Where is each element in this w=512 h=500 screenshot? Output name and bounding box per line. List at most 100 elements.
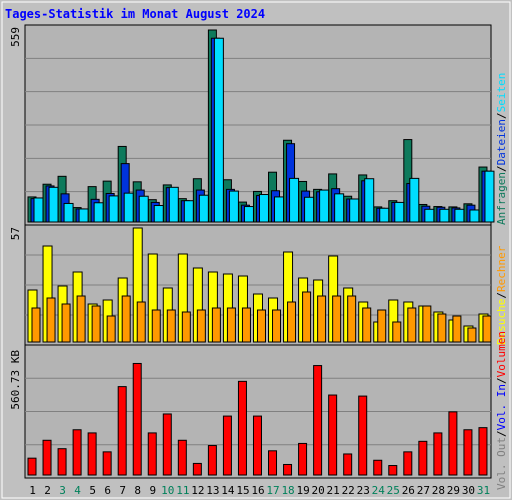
day-label-20: 20 bbox=[312, 484, 325, 497]
bar-seiten-day-30 bbox=[469, 209, 480, 223]
day-label-7: 7 bbox=[119, 484, 126, 497]
day-label-19: 19 bbox=[296, 484, 309, 497]
legend-separator: / bbox=[495, 112, 508, 119]
day-label-26: 26 bbox=[402, 484, 415, 497]
bar-seiten-day-12 bbox=[198, 194, 209, 223]
day-label-1: 1 bbox=[29, 484, 36, 497]
bar-rechner-day-13 bbox=[211, 307, 221, 343]
bar-volumen-day-14 bbox=[222, 415, 232, 476]
bar-volumen-day-20 bbox=[313, 365, 323, 476]
bar-volumen-day-7 bbox=[117, 386, 127, 476]
bar-seiten-day-5 bbox=[93, 202, 104, 223]
bar-rechner-day-4 bbox=[76, 295, 86, 343]
bar-rechner-day-23 bbox=[362, 307, 372, 343]
day-label-17: 17 bbox=[266, 484, 279, 497]
day-label-14: 14 bbox=[221, 484, 235, 497]
bar-seiten-day-24 bbox=[379, 207, 390, 223]
day-label-31: 31 bbox=[477, 484, 490, 497]
day-label-10: 10 bbox=[161, 484, 174, 497]
bar-seiten-day-9 bbox=[153, 205, 164, 223]
bar-seiten-day-16 bbox=[258, 194, 269, 223]
legend-seiten: Seiten bbox=[495, 73, 508, 113]
y-axis-max-label: 560.73 KB bbox=[9, 350, 22, 410]
legend-vol-out: Vol. Out bbox=[495, 437, 508, 490]
y-axis-max-label: 57 bbox=[9, 227, 22, 240]
legend-vol-in: Vol. In bbox=[495, 384, 508, 430]
bar-seiten-day-2 bbox=[48, 186, 59, 223]
bar-rechner-day-27 bbox=[422, 305, 432, 343]
bar-rechner-day-1 bbox=[31, 307, 41, 343]
bar-rechner-day-7 bbox=[121, 295, 131, 343]
legend-volumen: Volumen bbox=[495, 331, 508, 377]
bar-rechner-day-31 bbox=[482, 315, 492, 343]
bar-seiten-day-27 bbox=[424, 208, 435, 223]
legend-separator: / bbox=[495, 430, 508, 437]
y-axis-max-label: 559 bbox=[9, 27, 22, 47]
bar-seiten-day-3 bbox=[63, 202, 74, 223]
bar-seiten-day-4 bbox=[78, 208, 89, 223]
bar-volumen-day-13 bbox=[207, 445, 217, 476]
bar-volumen-day-23 bbox=[358, 395, 368, 476]
bar-rechner-day-30 bbox=[467, 327, 477, 343]
day-label-28: 28 bbox=[432, 484, 445, 497]
bar-rechner-day-25 bbox=[392, 321, 402, 343]
day-label-25: 25 bbox=[387, 484, 400, 497]
bar-seiten-day-15 bbox=[243, 206, 254, 223]
legend-group: Besuche/Rechner bbox=[495, 245, 508, 345]
legend-group: Anfragen/Dateien/Seiten bbox=[495, 73, 508, 225]
bar-volumen-day-2 bbox=[42, 439, 52, 476]
bar-volumen-day-19 bbox=[298, 442, 308, 476]
bar-rechner-day-22 bbox=[347, 295, 357, 343]
bar-rechner-day-15 bbox=[241, 307, 251, 343]
legend-group: Vol. Out/Vol. In/Volumen bbox=[495, 331, 508, 490]
bar-seiten-day-23 bbox=[364, 178, 375, 223]
day-label-29: 29 bbox=[447, 484, 460, 497]
bar-volumen-day-9 bbox=[147, 432, 157, 476]
bar-rechner-day-29 bbox=[452, 315, 462, 343]
bar-seiten-day-13 bbox=[213, 37, 224, 223]
bar-rechner-day-6 bbox=[106, 315, 116, 343]
bar-seiten-day-22 bbox=[349, 198, 360, 223]
day-label-11: 11 bbox=[176, 484, 189, 497]
bar-rechner-day-24 bbox=[377, 309, 387, 343]
legend-dateien: Dateien bbox=[495, 119, 508, 165]
bar-rechner-day-21 bbox=[332, 295, 342, 343]
legend-separator: / bbox=[495, 377, 508, 384]
bar-rechner-day-16 bbox=[256, 309, 266, 343]
bar-volumen-day-21 bbox=[328, 394, 338, 476]
bar-seiten-day-10 bbox=[168, 186, 179, 223]
bar-seiten-day-8 bbox=[138, 195, 149, 223]
bar-rechner-day-3 bbox=[61, 303, 71, 343]
bar-volumen-day-16 bbox=[252, 415, 262, 476]
day-label-23: 23 bbox=[357, 484, 370, 497]
legend-rechner: Rechner bbox=[495, 245, 508, 292]
bar-seiten-day-14 bbox=[228, 190, 239, 223]
bar-rechner-day-14 bbox=[226, 307, 236, 343]
bar-seiten-day-7 bbox=[123, 192, 134, 223]
bar-volumen-day-25 bbox=[388, 465, 398, 476]
bar-rechner-day-10 bbox=[166, 309, 176, 343]
bar-rechner-day-28 bbox=[437, 313, 447, 343]
day-label-6: 6 bbox=[104, 484, 111, 497]
bar-seiten-day-19 bbox=[304, 196, 315, 223]
bar-rechner-day-8 bbox=[136, 301, 146, 343]
bar-volumen-day-22 bbox=[343, 453, 353, 476]
bar-volumen-day-28 bbox=[433, 432, 443, 476]
legend-separator: / bbox=[495, 292, 508, 299]
day-label-18: 18 bbox=[281, 484, 294, 497]
day-label-24: 24 bbox=[372, 484, 386, 497]
bar-volumen-day-8 bbox=[132, 362, 142, 476]
legend-anfragen: Anfragen bbox=[495, 172, 508, 225]
bar-seiten-day-29 bbox=[454, 208, 465, 223]
bar-volumen-day-18 bbox=[283, 463, 293, 476]
chart-title: Tages-Statistik im Monat August 2024 bbox=[5, 7, 266, 21]
bar-seiten-day-20 bbox=[319, 189, 330, 223]
bar-seiten-day-28 bbox=[439, 208, 450, 223]
bar-volumen-day-12 bbox=[192, 462, 202, 476]
bar-volumen-day-11 bbox=[177, 439, 187, 476]
day-label-8: 8 bbox=[134, 484, 141, 497]
bar-rechner-day-18 bbox=[287, 301, 297, 343]
bar-rechner-day-11 bbox=[181, 311, 191, 343]
bar-volumen-day-6 bbox=[102, 451, 112, 476]
